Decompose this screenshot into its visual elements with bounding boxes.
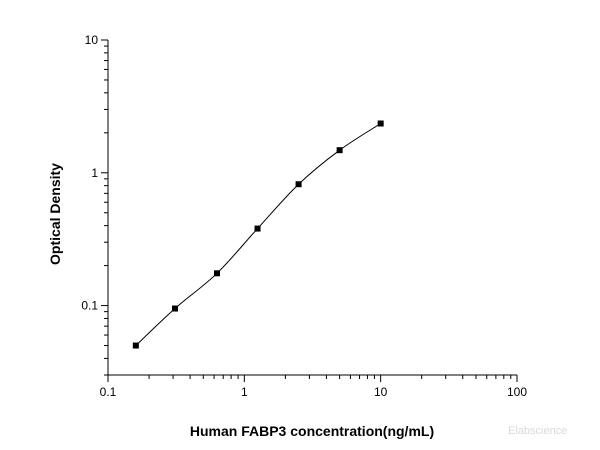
data-point (171, 305, 178, 312)
x-tick-label: 0.1 (100, 385, 117, 399)
y-axis-title: Optical Density (47, 163, 63, 265)
x-tick-label: 100 (507, 385, 527, 399)
data-point (213, 270, 220, 277)
y-tick-label: 1 (91, 166, 98, 180)
y-tick-label: 10 (85, 33, 99, 47)
data-point (132, 342, 139, 349)
x-axis-title: Human FABP3 concentration(ng/mL) (190, 423, 434, 439)
x-tick-label: 10 (374, 385, 388, 399)
data-point (295, 181, 302, 188)
x-tick-label: 1 (241, 385, 248, 399)
data-points (132, 120, 384, 349)
data-point (336, 147, 343, 154)
watermark-text: Elabscience (508, 425, 567, 437)
data-point (254, 225, 261, 232)
y-tick-label: 0.1 (81, 299, 98, 313)
y-axis: 0.1 1 10 (81, 33, 109, 376)
x-axis: 0.1 1 10 100 (100, 374, 527, 399)
fit-curve (135, 123, 381, 346)
data-point (377, 120, 384, 127)
